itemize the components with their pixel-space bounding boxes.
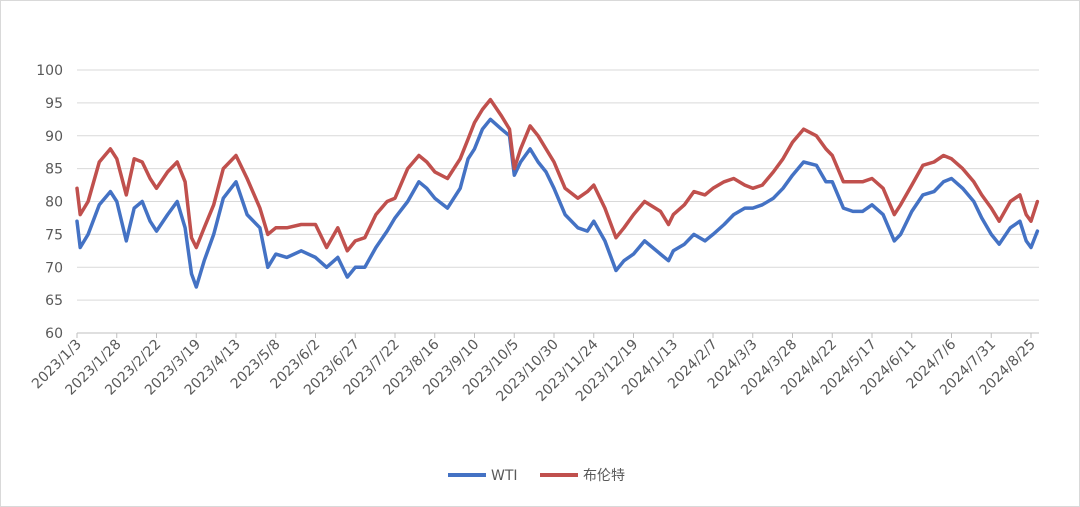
series-line-brent — [75, 97, 1040, 253]
y-tick-label: 95 — [45, 96, 63, 112]
y-tick-label: 75 — [45, 227, 63, 243]
y-tick-label: 85 — [45, 162, 63, 178]
gridlines — [77, 69, 1039, 301]
series-line-wti — [75, 117, 1040, 289]
series-lines — [75, 97, 1040, 289]
y-tick-label: 65 — [45, 293, 63, 309]
y-tick-label: 70 — [45, 260, 63, 276]
y-axis-tick-labels: 60 65 70 75 80 85 90 95 100 — [36, 63, 63, 342]
legend-label: WTI — [491, 468, 518, 484]
x-axis — [76, 332, 1039, 338]
x-axis-tick-labels: 2023/1/32023/1/282023/2/222023/3/192023/… — [29, 336, 1039, 404]
y-tick-label: 90 — [45, 129, 63, 145]
legend-label: 布伦特 — [583, 468, 625, 484]
y-tick-label: 80 — [45, 195, 63, 211]
legend: WTI 布伦特 — [448, 468, 625, 484]
y-tick-label: 100 — [36, 63, 63, 79]
y-tick-label: 60 — [45, 326, 63, 342]
